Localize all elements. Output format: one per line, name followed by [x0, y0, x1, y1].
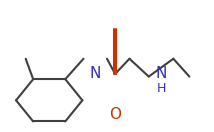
- Text: N: N: [89, 66, 101, 81]
- Text: H: H: [157, 82, 166, 95]
- Text: O: O: [109, 107, 121, 122]
- Text: N: N: [156, 66, 167, 81]
